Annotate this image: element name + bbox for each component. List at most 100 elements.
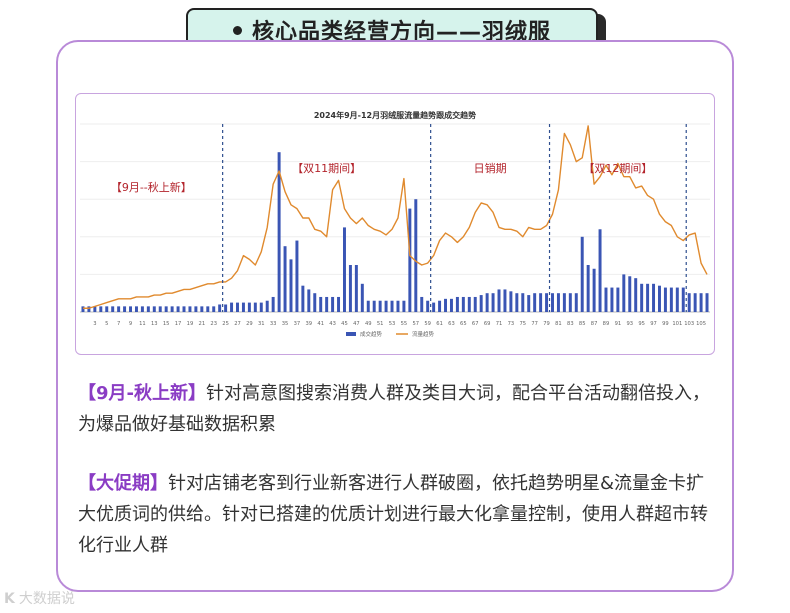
bar xyxy=(568,293,572,312)
bar xyxy=(354,265,358,312)
bar xyxy=(640,283,644,312)
bar xyxy=(307,289,311,312)
bar xyxy=(117,306,121,312)
bar xyxy=(206,306,210,312)
bar xyxy=(545,293,549,312)
chart-legend: 成交趋势 流量趋势 xyxy=(346,330,435,338)
bar xyxy=(200,306,204,312)
x-tick-label: 43 xyxy=(329,321,336,327)
period-label: 日销期 xyxy=(474,161,507,175)
bar xyxy=(343,227,346,312)
bar xyxy=(509,291,513,312)
bar xyxy=(337,296,341,312)
x-tick-label: 105 xyxy=(696,321,706,327)
x-tick-label: 45 xyxy=(341,321,348,327)
period-label: 【双11期间】 xyxy=(292,162,361,175)
bar xyxy=(479,295,483,312)
bar xyxy=(432,302,436,312)
x-tick-label: 51 xyxy=(377,321,384,327)
bar xyxy=(574,293,578,312)
x-tick-label: 93 xyxy=(626,321,633,327)
x-tick-label: 87 xyxy=(591,321,598,327)
flow-line xyxy=(82,125,708,309)
watermark-logo: K xyxy=(4,591,15,607)
bar xyxy=(390,300,394,312)
bar xyxy=(414,199,418,312)
bar xyxy=(503,289,507,312)
bar xyxy=(87,306,91,312)
bar xyxy=(265,300,269,312)
bar xyxy=(675,287,679,312)
bar xyxy=(230,302,234,312)
bar xyxy=(134,306,138,312)
bar xyxy=(491,293,495,312)
bar xyxy=(473,296,477,312)
bar-series xyxy=(81,152,709,312)
bar xyxy=(461,296,465,312)
bar xyxy=(551,293,554,312)
bar xyxy=(515,293,519,312)
x-tick-label: 57 xyxy=(412,321,419,327)
bar xyxy=(669,287,673,312)
bar xyxy=(152,306,156,312)
bar xyxy=(438,300,442,312)
period-annotations: 【9月--秋上新】 【双11期间】 日销期 【双12期间】 xyxy=(111,161,653,194)
bar xyxy=(610,287,614,312)
bar xyxy=(325,296,329,312)
bar xyxy=(521,293,525,312)
legend-line-label: 流量趋势 xyxy=(412,330,435,338)
x-tick-label: 61 xyxy=(436,321,443,327)
bar xyxy=(289,259,293,312)
bar xyxy=(99,306,103,312)
bar xyxy=(372,300,376,312)
x-tick-label: 79 xyxy=(543,321,550,327)
bar xyxy=(408,208,412,312)
line-series xyxy=(82,125,708,309)
x-tick-label: 69 xyxy=(484,321,491,327)
bar xyxy=(455,296,459,312)
bar xyxy=(295,240,299,312)
bar xyxy=(616,287,620,312)
bar xyxy=(164,306,168,312)
legend-bar-label: 成交趋势 xyxy=(360,330,383,338)
bar xyxy=(111,306,115,312)
x-axis-ticks: 3 5 7 9 11 13 15 17 19 21 23 25 27 29 31 33 35 37 39 41 43 45… xyxy=(93,321,706,327)
x-tick-label: 77 xyxy=(531,321,538,327)
bar xyxy=(313,293,317,312)
x-tick-label: 29 xyxy=(246,321,253,327)
x-tick-label: 65 xyxy=(460,321,467,327)
bar xyxy=(539,293,543,312)
bar xyxy=(663,287,667,312)
x-tick-label: 27 xyxy=(234,321,241,327)
chart-title: 2024年9月-12月羽绒服流量趋势跟成交趋势 xyxy=(314,110,476,120)
bar xyxy=(497,289,501,312)
x-tick-label: 75 xyxy=(519,321,526,327)
bar xyxy=(533,293,537,312)
bar xyxy=(580,236,584,312)
x-tick-label: 55 xyxy=(401,321,408,327)
bar xyxy=(485,293,489,312)
bar xyxy=(331,296,335,312)
bar xyxy=(699,293,703,312)
x-tick-label: 47 xyxy=(353,321,360,327)
x-tick-label: 39 xyxy=(306,321,313,327)
tag-promo: 【大促期】 xyxy=(78,473,168,494)
bar xyxy=(224,304,228,312)
bar xyxy=(562,293,566,312)
x-tick-label: 23 xyxy=(210,321,217,327)
bar xyxy=(449,298,453,312)
bar xyxy=(586,265,590,312)
legend-bar-swatch xyxy=(346,332,356,336)
x-tick-label: 5 xyxy=(105,321,108,327)
x-tick-label: 15 xyxy=(163,321,170,327)
bar xyxy=(444,298,447,312)
x-tick-label: 25 xyxy=(222,321,229,327)
watermark-text: 大数据说 xyxy=(18,591,75,607)
x-tick-label: 63 xyxy=(448,321,455,327)
bullet-dot-icon xyxy=(232,25,242,35)
bar xyxy=(426,300,430,312)
period-label: 【9月--秋上新】 xyxy=(111,180,192,194)
x-tick-label: 83 xyxy=(567,321,574,327)
bar xyxy=(348,265,352,312)
bar xyxy=(592,268,596,312)
